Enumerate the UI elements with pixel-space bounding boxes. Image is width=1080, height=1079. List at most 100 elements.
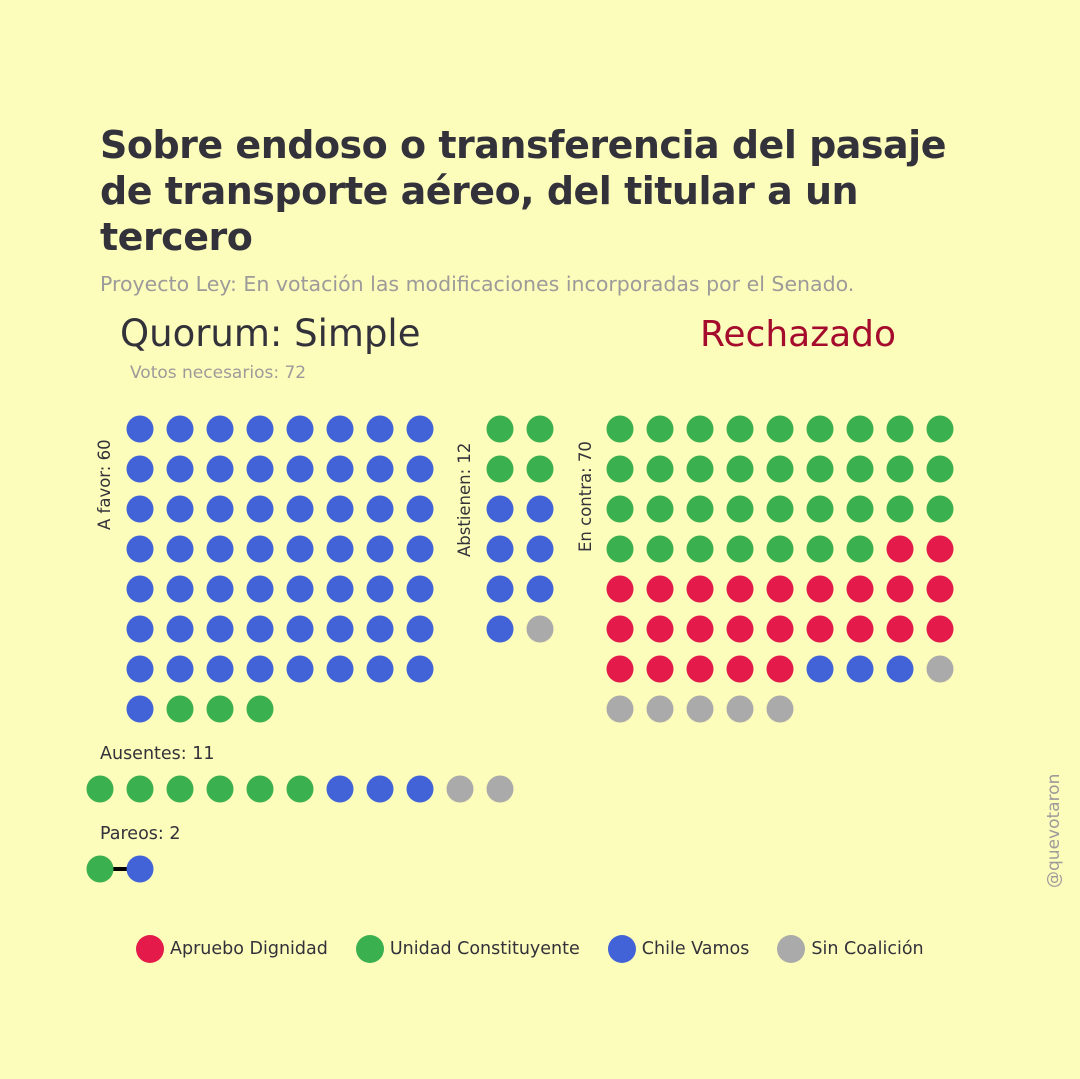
vote-dot-apruebo [766, 575, 794, 603]
vote-dot-unidad [766, 495, 794, 523]
vote-dot-chile [206, 615, 234, 643]
vote-dot-chile [246, 415, 274, 443]
legend: Apruebo Dignidad Unidad Constituyente Ch… [136, 934, 924, 964]
result-label: Rechazado [700, 314, 897, 355]
vote-dot-chile [206, 535, 234, 563]
legend-label-unidad: Unidad Constituyente [389, 939, 580, 959]
vote-dot-sin [446, 775, 474, 803]
vote-dot-chile [126, 535, 154, 563]
vote-dot-unidad [686, 415, 714, 443]
vote-dot-unidad [646, 415, 674, 443]
vote-dot-chile [206, 415, 234, 443]
group-label-pareos: Pareos: 2 [100, 824, 181, 844]
vote-dot-chile [206, 495, 234, 523]
chart-title: Sobre endoso o transferencia del pasaje … [100, 123, 946, 259]
vote-dot-apruebo [926, 535, 954, 563]
vote-dot-unidad [766, 415, 794, 443]
vote-dot-chile [206, 575, 234, 603]
vote-dot-chile [326, 655, 354, 683]
vote-dot-unidad [926, 415, 954, 443]
vote-dot-unidad [526, 415, 554, 443]
vote-dot-apruebo [726, 615, 754, 643]
vote-dot-chile [326, 455, 354, 483]
vote-dot-chile [286, 535, 314, 563]
vote-dot-chile [326, 615, 354, 643]
vote-dot-chile [246, 535, 274, 563]
vote-dot-apruebo [646, 655, 674, 683]
vote-dot-chile [126, 615, 154, 643]
vote-dot-chile [366, 775, 394, 803]
vote-dot-apruebo [886, 575, 914, 603]
vote-dot-unidad [926, 495, 954, 523]
watermark: @quevotaron [1044, 773, 1064, 888]
vote-dot-chile [486, 575, 514, 603]
vote-dot-unidad [206, 775, 234, 803]
vote-dot-unidad [646, 495, 674, 523]
vote-dot-unidad [166, 775, 194, 803]
legend-item-unidad: Unidad Constituyente [355, 935, 580, 963]
vote-dot-apruebo [846, 575, 874, 603]
vote-dot-sin [606, 695, 634, 723]
vote-dot-chile [366, 615, 394, 643]
vote-dot-chile [286, 615, 314, 643]
vote-dot-chile [246, 655, 274, 683]
vote-dot-unidad [526, 455, 554, 483]
vote-dot-chile [246, 455, 274, 483]
vote-dot-unidad [726, 535, 754, 563]
vote-dot-unidad [606, 535, 634, 563]
legend-swatch-apruebo [136, 935, 164, 963]
legend-label-apruebo: Apruebo Dignidad [170, 939, 328, 959]
legend-item-apruebo: Apruebo Dignidad [136, 935, 328, 963]
legend-swatch-sin [777, 935, 806, 963]
vote-dot-sin [526, 615, 554, 643]
vote-dot-unidad [806, 415, 834, 443]
vote-dot-apruebo [646, 575, 674, 603]
vote-dot-chile [486, 495, 514, 523]
vote-dot-chile [486, 535, 514, 563]
vote-dot-chile [166, 495, 194, 523]
vote-dot-unidad [766, 535, 794, 563]
vote-dot-chile [526, 575, 554, 603]
vote-dot-chile [126, 455, 154, 483]
vote-dot-chile [286, 495, 314, 523]
vote-dot-unidad [246, 695, 274, 723]
vote-dot-unidad [726, 495, 754, 523]
vote-dot-unidad [206, 695, 234, 723]
vote-dot-apruebo [846, 615, 874, 643]
vote-dot-sin [926, 655, 954, 683]
vote-dot-unidad [646, 455, 674, 483]
vote-dot-unidad [686, 455, 714, 483]
vote-dot-chile [366, 575, 394, 603]
vote-dot-apruebo [606, 615, 634, 643]
vote-dot-sin [646, 695, 674, 723]
vote-dot-unidad [86, 855, 114, 883]
vote-dot-sin [766, 695, 794, 723]
vote-dot-unidad [246, 775, 274, 803]
legend-swatch-chile [607, 935, 636, 963]
vote-dot-unidad [126, 775, 154, 803]
vote-dot-chile [806, 655, 834, 683]
vote-dot-chile [406, 775, 434, 803]
vote-dot-chile [366, 495, 394, 523]
vote-dot-chile [166, 415, 194, 443]
vote-dot-chile [326, 575, 354, 603]
vote-dot-unidad [606, 495, 634, 523]
vote-dot-unidad [286, 775, 314, 803]
vote-dot-unidad [926, 455, 954, 483]
vote-dot-chile [286, 655, 314, 683]
vote-dot-chile [166, 455, 194, 483]
vote-dot-unidad [806, 535, 834, 563]
vote-dot-chile [206, 455, 234, 483]
vote-dot-chile [286, 415, 314, 443]
vote-dot-chile [366, 655, 394, 683]
vote-dot-chile [406, 535, 434, 563]
vote-dot-chile [406, 495, 434, 523]
vote-dot-chile [366, 455, 394, 483]
vote-dot-apruebo [766, 615, 794, 643]
vote-dot-apruebo [886, 615, 914, 643]
votes-needed-label: Votos necesarios: 72 [130, 363, 307, 383]
vote-dot-apruebo [726, 655, 754, 683]
vote-dot-unidad [606, 415, 634, 443]
legend-label-sin: Sin Coalición [811, 939, 924, 959]
